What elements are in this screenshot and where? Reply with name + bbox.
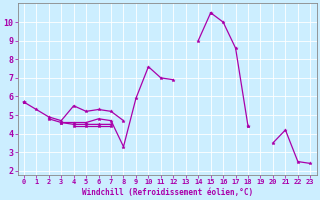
X-axis label: Windchill (Refroidissement éolien,°C): Windchill (Refroidissement éolien,°C) [82,188,253,197]
